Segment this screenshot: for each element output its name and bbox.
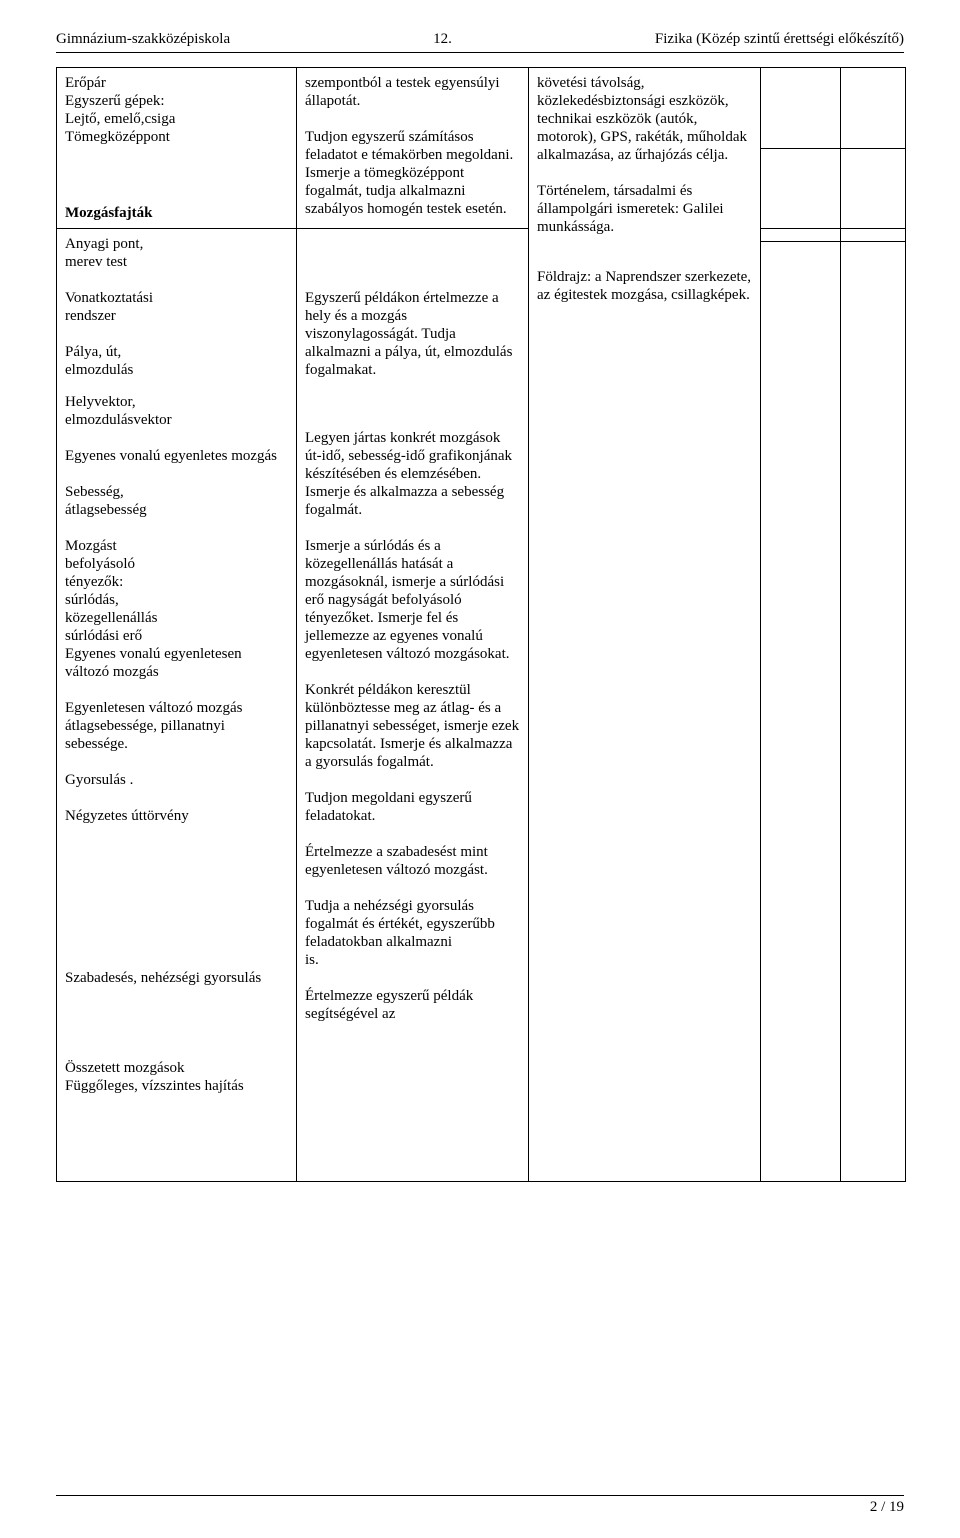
cell-empty: [761, 68, 841, 149]
cell-empty: [841, 229, 906, 242]
cell-empty: [841, 242, 906, 1182]
cell-empty: [841, 68, 906, 149]
header-center: 12.: [433, 30, 452, 48]
header-left: Gimnázium-szakközépiskola: [56, 30, 230, 48]
cell-empty: [761, 242, 841, 1182]
text-block: követési távolság, közlekedésbiztonsági …: [537, 74, 752, 236]
cell-connections: követési távolság, közlekedésbiztonsági …: [529, 68, 761, 1182]
table-row: Erőpár Egyszerű gépek: Lejtő, emelő,csig…: [57, 68, 906, 149]
text-block: Helyvektor, elmozdulásvektor Egyenes von…: [65, 393, 288, 1095]
section-heading: Mozgásfajták: [65, 204, 288, 222]
page-footer: 2 / 19: [56, 1495, 904, 1516]
cell-empty: [841, 148, 906, 229]
text-block: Erőpár Egyszerű gépek: Lejtő, emelő,csig…: [65, 74, 288, 146]
text-block: Egyszerű példákon értelmezze a hely és a…: [305, 235, 520, 379]
page-header: Gimnázium-szakközépiskola 12. Fizika (Kö…: [56, 30, 904, 53]
text-block: Legyen jártas konkrét mozgások út-idő, s…: [305, 393, 520, 1023]
table-row: Anyagi pont, merev test Vonatkoztatási r…: [57, 229, 906, 242]
page: Gimnázium-szakközépiskola 12. Fizika (Kö…: [0, 0, 960, 1538]
cell-topics: Anyagi pont, merev test Vonatkoztatási r…: [57, 229, 297, 1182]
cell-empty: [761, 148, 841, 229]
cell-requirements: Egyszerű példákon értelmezze a hely és a…: [297, 229, 529, 1182]
text-block: szempontból a testek egyensúlyi állapotá…: [305, 74, 520, 218]
text-block: Földrajz: a Naprendszer szerkezete, az é…: [537, 250, 752, 304]
text-block: Anyagi pont, merev test Vonatkoztatási r…: [65, 235, 288, 379]
cell-empty: [761, 229, 841, 242]
cell-requirements: szempontból a testek egyensúlyi állapotá…: [297, 68, 529, 229]
header-right: Fizika (Közép szintű érettségi előkészít…: [655, 30, 904, 48]
content-table: Erőpár Egyszerű gépek: Lejtő, emelő,csig…: [56, 67, 906, 1182]
page-number: 2 / 19: [870, 1499, 904, 1515]
cell-topics: Erőpár Egyszerű gépek: Lejtő, emelő,csig…: [57, 68, 297, 229]
